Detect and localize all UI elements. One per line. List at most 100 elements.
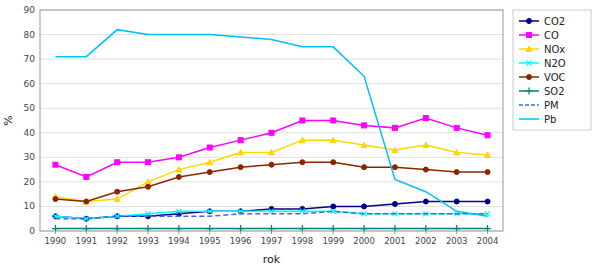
y-tick-label: 20: [24, 177, 36, 187]
x-tick: [425, 231, 426, 234]
x-tick-label: 1999: [322, 236, 344, 246]
x-tick-label: 2002: [415, 236, 437, 246]
grid-line: [40, 108, 503, 109]
series-marker: [53, 197, 58, 202]
series-marker: [362, 123, 367, 128]
series-marker: [207, 209, 212, 214]
series-line: [55, 30, 487, 217]
series-marker: [114, 225, 121, 231]
series-marker: [238, 149, 244, 155]
legend-marker: [527, 75, 532, 80]
series-marker: [454, 199, 459, 204]
x-tick-label: 1995: [199, 236, 221, 246]
series-marker: [392, 201, 397, 206]
legend-label: CO2: [544, 16, 565, 27]
series-marker: [237, 225, 244, 231]
series-marker: [423, 199, 428, 204]
series-marker: [423, 167, 428, 172]
series-marker: [269, 149, 275, 155]
x-tick-label: 1992: [106, 236, 128, 246]
series-marker: [331, 118, 336, 123]
series-marker: [361, 225, 368, 231]
series-marker: [146, 184, 151, 189]
series-marker: [52, 225, 59, 231]
grid-line: [40, 157, 503, 158]
series-marker: [268, 225, 275, 231]
series-marker: [392, 125, 397, 130]
legend-label: Pb: [544, 114, 556, 125]
series-marker: [392, 165, 397, 170]
plot-area: [52, 30, 491, 231]
legend: CO2CONOxN2OVOCSO2PMPb: [513, 10, 591, 130]
x-tick-label: 2003: [446, 236, 468, 246]
x-tick: [117, 231, 118, 234]
legend-marker: [527, 19, 532, 24]
legend-marker: [527, 33, 532, 38]
x-tick: [487, 231, 488, 234]
x-tick: [55, 231, 56, 234]
y-tick-label: 70: [24, 54, 36, 64]
legend-label: NOx: [544, 44, 565, 55]
series-marker: [392, 147, 398, 153]
series-marker: [176, 155, 181, 160]
x-tick: [86, 231, 87, 234]
legend-label: VOC: [544, 72, 566, 83]
x-tick-label: 1997: [261, 236, 283, 246]
series-marker: [330, 137, 336, 143]
x-tick-label: 1991: [75, 236, 97, 246]
y-tick-label: 10: [24, 201, 36, 211]
series-marker: [84, 199, 89, 204]
series-marker: [331, 204, 336, 209]
series-marker: [300, 118, 305, 123]
series-marker: [238, 138, 243, 143]
series-marker: [331, 160, 336, 165]
series-marker: [454, 149, 460, 155]
series-marker: [299, 137, 305, 143]
series-marker: [300, 160, 305, 165]
grid-line: [40, 34, 503, 35]
legend-label: N2O: [544, 58, 566, 69]
series-marker: [485, 199, 490, 204]
x-tick: [148, 231, 149, 234]
series-marker: [83, 199, 89, 205]
series-marker: [454, 125, 459, 130]
x-tick: [364, 231, 365, 234]
legend-marker: [526, 88, 533, 95]
x-tick: [178, 231, 179, 234]
legend-box: [513, 10, 591, 130]
x-tick: [271, 231, 272, 234]
x-tick-label: 1996: [230, 236, 252, 246]
y-tick-label: 40: [24, 128, 36, 138]
series-marker: [453, 225, 460, 231]
series-line: [55, 211, 487, 218]
y-axis-label: %: [2, 115, 15, 125]
legend-marker: [527, 61, 532, 66]
series-line: [55, 140, 487, 201]
series-line: [55, 162, 487, 201]
legend-swatch: [519, 118, 539, 120]
x-tick-label: 1993: [137, 236, 159, 246]
legend-marker: [526, 46, 532, 52]
series-marker: [176, 209, 181, 214]
x-tick: [302, 231, 303, 234]
y-tick-label: 30: [24, 152, 36, 162]
grid-line: [40, 83, 503, 84]
y-tick-label: 60: [24, 79, 36, 89]
series-marker: [485, 152, 491, 158]
series-marker: [422, 225, 429, 231]
series-line: [55, 118, 487, 177]
x-tick: [240, 231, 241, 234]
y-tick-label: 80: [24, 30, 36, 40]
series-marker: [485, 170, 490, 175]
series-marker: [53, 162, 58, 167]
series-marker: [145, 179, 151, 185]
legend-swatch: [519, 104, 539, 106]
x-tick-label: 1994: [168, 236, 190, 246]
y-tick-label: 50: [24, 103, 36, 113]
series-marker: [330, 225, 337, 231]
x-tick-label: 1990: [45, 236, 67, 246]
series-marker: [207, 170, 212, 175]
x-tick-label: 1998: [292, 236, 314, 246]
series-marker: [176, 167, 182, 173]
legend-label: SO2: [544, 86, 565, 97]
